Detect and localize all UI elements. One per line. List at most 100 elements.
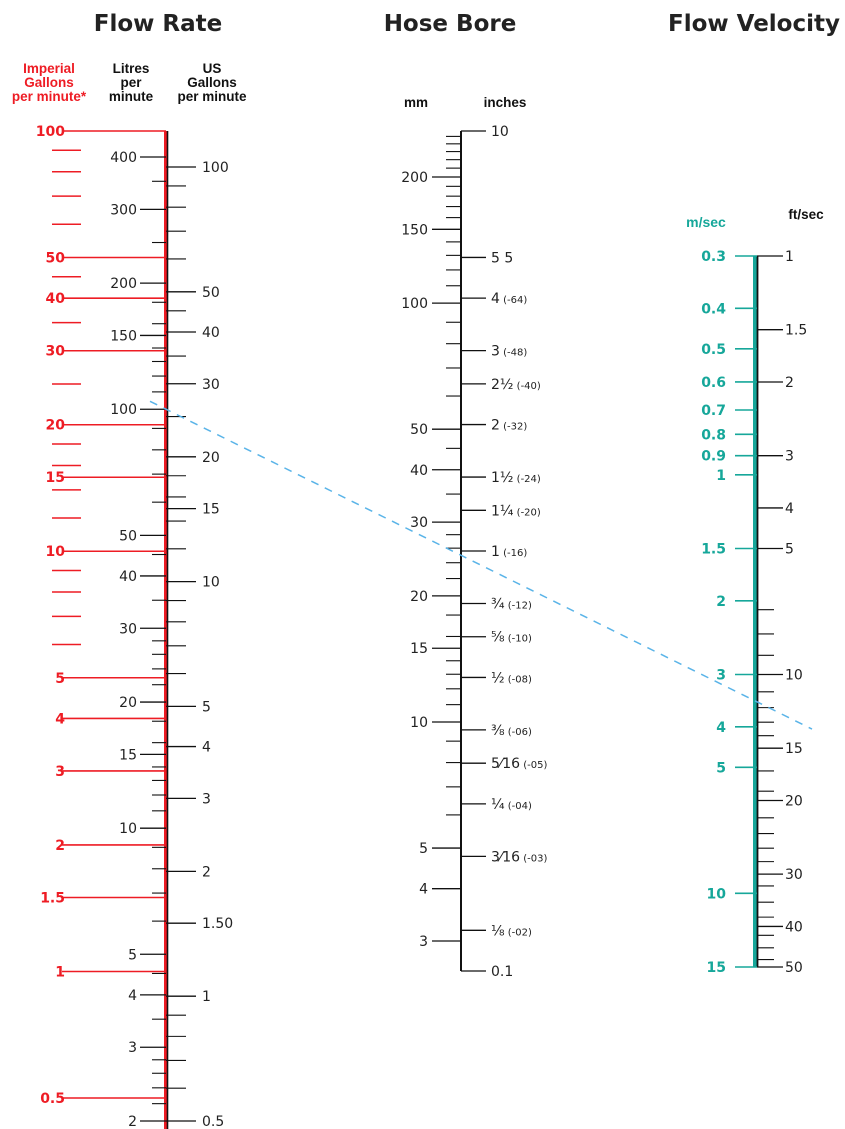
velocity-ms-tick-label: 0.4 <box>701 301 726 317</box>
velocity-fts-tick-label: 5 <box>785 542 794 558</box>
us-tick-label: 15 <box>202 502 220 518</box>
bore-in-tick-label: ¾ (-12) <box>491 596 532 612</box>
velocity-ms-tick-label: 0.8 <box>701 427 726 443</box>
velocity-ms-tick-label: 3 <box>716 667 726 683</box>
velocity-ms-tick-label: 1.5 <box>701 542 726 558</box>
bore-in-tick-label: 2½ (-40) <box>491 377 541 393</box>
imperial-gpm-header: Imperial <box>23 61 75 76</box>
imperial-tick-label: 50 <box>46 251 66 267</box>
bore-mm-tick-label: 20 <box>410 589 428 605</box>
litres-tick-label: 50 <box>119 528 137 544</box>
velocity-ms-tick-label: 0.5 <box>701 342 726 358</box>
velocity-ms-tick-label: 2 <box>716 594 726 610</box>
imperial-gpm-header: Gallons <box>24 75 74 90</box>
litres-tick-label: 200 <box>110 276 137 292</box>
litres-tick-label: 15 <box>119 747 137 763</box>
velocity-ms-tick-label: 15 <box>707 960 726 976</box>
litres-tick-label: 2 <box>128 1114 137 1129</box>
bore-mm-tick-label: 3 <box>419 934 428 950</box>
velocity-ms-tick-label: 0.7 <box>701 403 726 419</box>
bore-in-tick-label: 5⁄16 (-05) <box>491 756 547 772</box>
velocity-fts-tick-label: 2 <box>785 375 794 391</box>
us-tick-label: 2 <box>202 864 211 880</box>
imperial-gpm-header: per minute* <box>12 89 87 104</box>
example-dashed-line <box>149 400 813 730</box>
litres-tick-label: 150 <box>110 328 137 344</box>
bore-in-tick-label: ⅛ (-02) <box>491 923 532 939</box>
us-tick-label: 3 <box>202 791 211 807</box>
us-tick-label: 30 <box>202 377 220 393</box>
imperial-tick-label: 10 <box>46 544 66 560</box>
litres-pm-header: Litres <box>113 61 150 76</box>
bore-in-tick-label: 1½ (-24) <box>491 470 541 486</box>
litres-tick-label: 4 <box>128 988 137 1004</box>
imperial-tick-label: 3 <box>55 764 65 780</box>
imperial-tick-label: 100 <box>36 124 65 140</box>
velocity-fts-tick-label: 3 <box>785 449 794 465</box>
imperial-tick-label: 30 <box>46 344 66 360</box>
us-tick-label: 4 <box>202 740 211 756</box>
imperial-tick-label: 5 <box>55 671 65 687</box>
litres-tick-label: 10 <box>119 821 137 837</box>
us-tick-label: 40 <box>202 325 220 341</box>
bore-mm-tick-label: 15 <box>410 641 428 657</box>
litres-tick-label: 300 <box>110 202 137 218</box>
imperial-tick-label: 4 <box>55 711 65 727</box>
us-tick-label: 10 <box>202 575 220 591</box>
bore-mm-tick-label: 40 <box>410 463 428 479</box>
litres-pm-header: minute <box>109 89 154 104</box>
imperial-tick-label: 2 <box>55 838 65 854</box>
velocity-fts-tick-label: 4 <box>785 501 794 517</box>
us-gpm-header: US <box>203 61 222 76</box>
velocity-ms-tick-label: 5 <box>716 760 726 776</box>
bore-in-tick-label: ¼ (-04) <box>491 797 532 813</box>
velocity-fts-tick-label: 1.5 <box>785 323 807 339</box>
velocity-ms-tick-label: 10 <box>707 886 727 902</box>
imperial-tick-label: 1.5 <box>40 890 65 906</box>
bore-mm-tick-label: 5 <box>419 841 428 857</box>
flow-velocity-title: Flow Velocity <box>668 11 840 37</box>
bore-in-tick-label: 3 (-48) <box>491 344 527 360</box>
imperial-tick-label: 15 <box>46 470 65 486</box>
litres-tick-label: 5 <box>128 947 137 963</box>
bore-in-tick-label: 0.1 <box>491 964 513 980</box>
bore-in-tick-label: 2 (-32) <box>491 418 527 434</box>
velocity-fts-tick-label: 15 <box>785 741 803 757</box>
us-tick-label: 1 <box>202 989 211 1005</box>
bore-in-tick-label: ⅜ (-06) <box>491 723 532 739</box>
bore-in-tick-label: 1 (-16) <box>491 544 527 560</box>
bore-mm-tick-label: 4 <box>419 882 428 898</box>
us-tick-label: 100 <box>202 160 229 176</box>
imperial-tick-label: 0.5 <box>40 1091 65 1107</box>
flow-rate-title: Flow Rate <box>94 11 222 37</box>
bore-mm-tick-label: 100 <box>401 296 428 312</box>
bore-in-tick-label: 1¼ (-20) <box>491 503 541 519</box>
velocity-fts-tick-label: 40 <box>785 919 803 935</box>
us-tick-label: 0.5 <box>202 1114 224 1129</box>
us-gpm-header: per minute <box>177 89 247 104</box>
velocity-ms-tick-label: 4 <box>716 720 726 736</box>
bore-mm-tick-label: 200 <box>401 170 428 186</box>
velocity-fts-tick-label: 50 <box>785 960 803 976</box>
bore-in-tick-label: 5 5 <box>491 250 513 266</box>
bore-in-tick-label: 3⁄16 (-03) <box>491 849 547 865</box>
bore-in-header: inches <box>484 95 527 110</box>
velocity-fts-header: ft/sec <box>788 207 824 222</box>
velocity-ms-tick-label: 0.3 <box>701 249 726 265</box>
litres-pm-header: per <box>120 75 142 90</box>
us-tick-label: 1.50 <box>202 916 233 932</box>
velocity-fts-tick-label: 30 <box>785 867 803 883</box>
us-tick-label: 50 <box>202 285 220 301</box>
litres-tick-label: 30 <box>119 621 137 637</box>
bore-mm-tick-label: 150 <box>401 222 428 238</box>
litres-tick-label: 400 <box>110 150 137 166</box>
hose-bore-title: Hose Bore <box>384 11 517 37</box>
bore-in-tick-label: 10 <box>491 124 509 140</box>
bore-in-tick-label: ⅝ (-10) <box>491 630 532 646</box>
litres-tick-label: 3 <box>128 1040 137 1056</box>
imperial-tick-label: 20 <box>46 418 66 434</box>
litres-tick-label: 40 <box>119 569 137 585</box>
bore-mm-tick-label: 10 <box>410 715 428 731</box>
litres-tick-label: 20 <box>119 695 137 711</box>
